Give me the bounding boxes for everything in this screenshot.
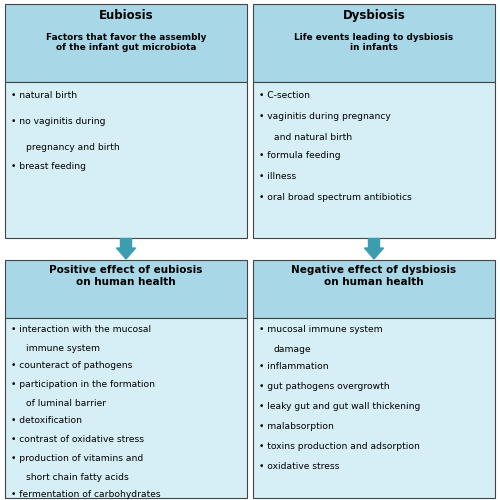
Text: • toxins production and adsorption: • toxins production and adsorption [259,442,420,451]
Text: and natural birth: and natural birth [274,132,352,141]
Text: immune system: immune system [26,344,100,353]
Text: • mucosal immune system: • mucosal immune system [259,325,382,334]
Text: • leaky gut and gut wall thickening: • leaky gut and gut wall thickening [259,402,420,411]
Text: • formula feeding: • formula feeding [259,150,340,160]
Text: • illness: • illness [259,172,296,180]
Text: • interaction with the mucosal: • interaction with the mucosal [11,325,151,334]
Bar [253,318,495,498]
Text: • contrast of oxidative stress: • contrast of oxidative stress [11,435,144,444]
Text: • participation in the formation: • participation in the formation [11,380,155,389]
Text: • vaginitis during pregnancy: • vaginitis during pregnancy [259,112,391,120]
Bar [5,82,247,237]
Bar [5,4,247,82]
Text: • breast feeding: • breast feeding [11,162,86,170]
Text: Dysbiosis: Dysbiosis [342,9,406,22]
Bar [253,4,495,82]
FancyArrow shape [116,238,136,259]
Text: • production of vitamins and: • production of vitamins and [11,454,143,463]
Text: • oxidative stress: • oxidative stress [259,462,340,471]
Text: • counteract of pathogens: • counteract of pathogens [11,361,132,370]
Text: pregnancy and birth: pregnancy and birth [26,142,120,152]
Text: • natural birth: • natural birth [11,90,77,100]
Bar [253,260,495,318]
Text: Positive effect of eubiosis
on human health: Positive effect of eubiosis on human hea… [50,265,203,286]
Text: • oral broad spectrum antibiotics: • oral broad spectrum antibiotics [259,192,412,202]
Text: Life events leading to dysbiosis
in infants: Life events leading to dysbiosis in infa… [294,33,454,52]
Bar [5,260,247,318]
Text: Eubiosis: Eubiosis [98,9,154,22]
Text: • malabsorption: • malabsorption [259,422,334,431]
Text: • gut pathogens overgrowth: • gut pathogens overgrowth [259,382,390,391]
Text: Factors that favor the assembly
of the infant gut microbiota: Factors that favor the assembly of the i… [46,33,206,52]
Text: of luminal barrier: of luminal barrier [26,399,106,408]
Text: • no vaginitis during: • no vaginitis during [11,116,106,126]
Text: Negative effect of dysbiosis
on human health: Negative effect of dysbiosis on human he… [292,265,456,286]
Text: • fermentation of carbohydrates: • fermentation of carbohydrates [11,490,160,499]
Text: • detoxification: • detoxification [11,416,82,425]
Text: • inflammation: • inflammation [259,362,328,371]
FancyArrow shape [364,238,384,259]
Bar [5,318,247,498]
Text: damage: damage [274,345,312,354]
Text: short chain fatty acids: short chain fatty acids [26,473,129,482]
Text: • C-section: • C-section [259,90,310,100]
Bar [253,82,495,237]
